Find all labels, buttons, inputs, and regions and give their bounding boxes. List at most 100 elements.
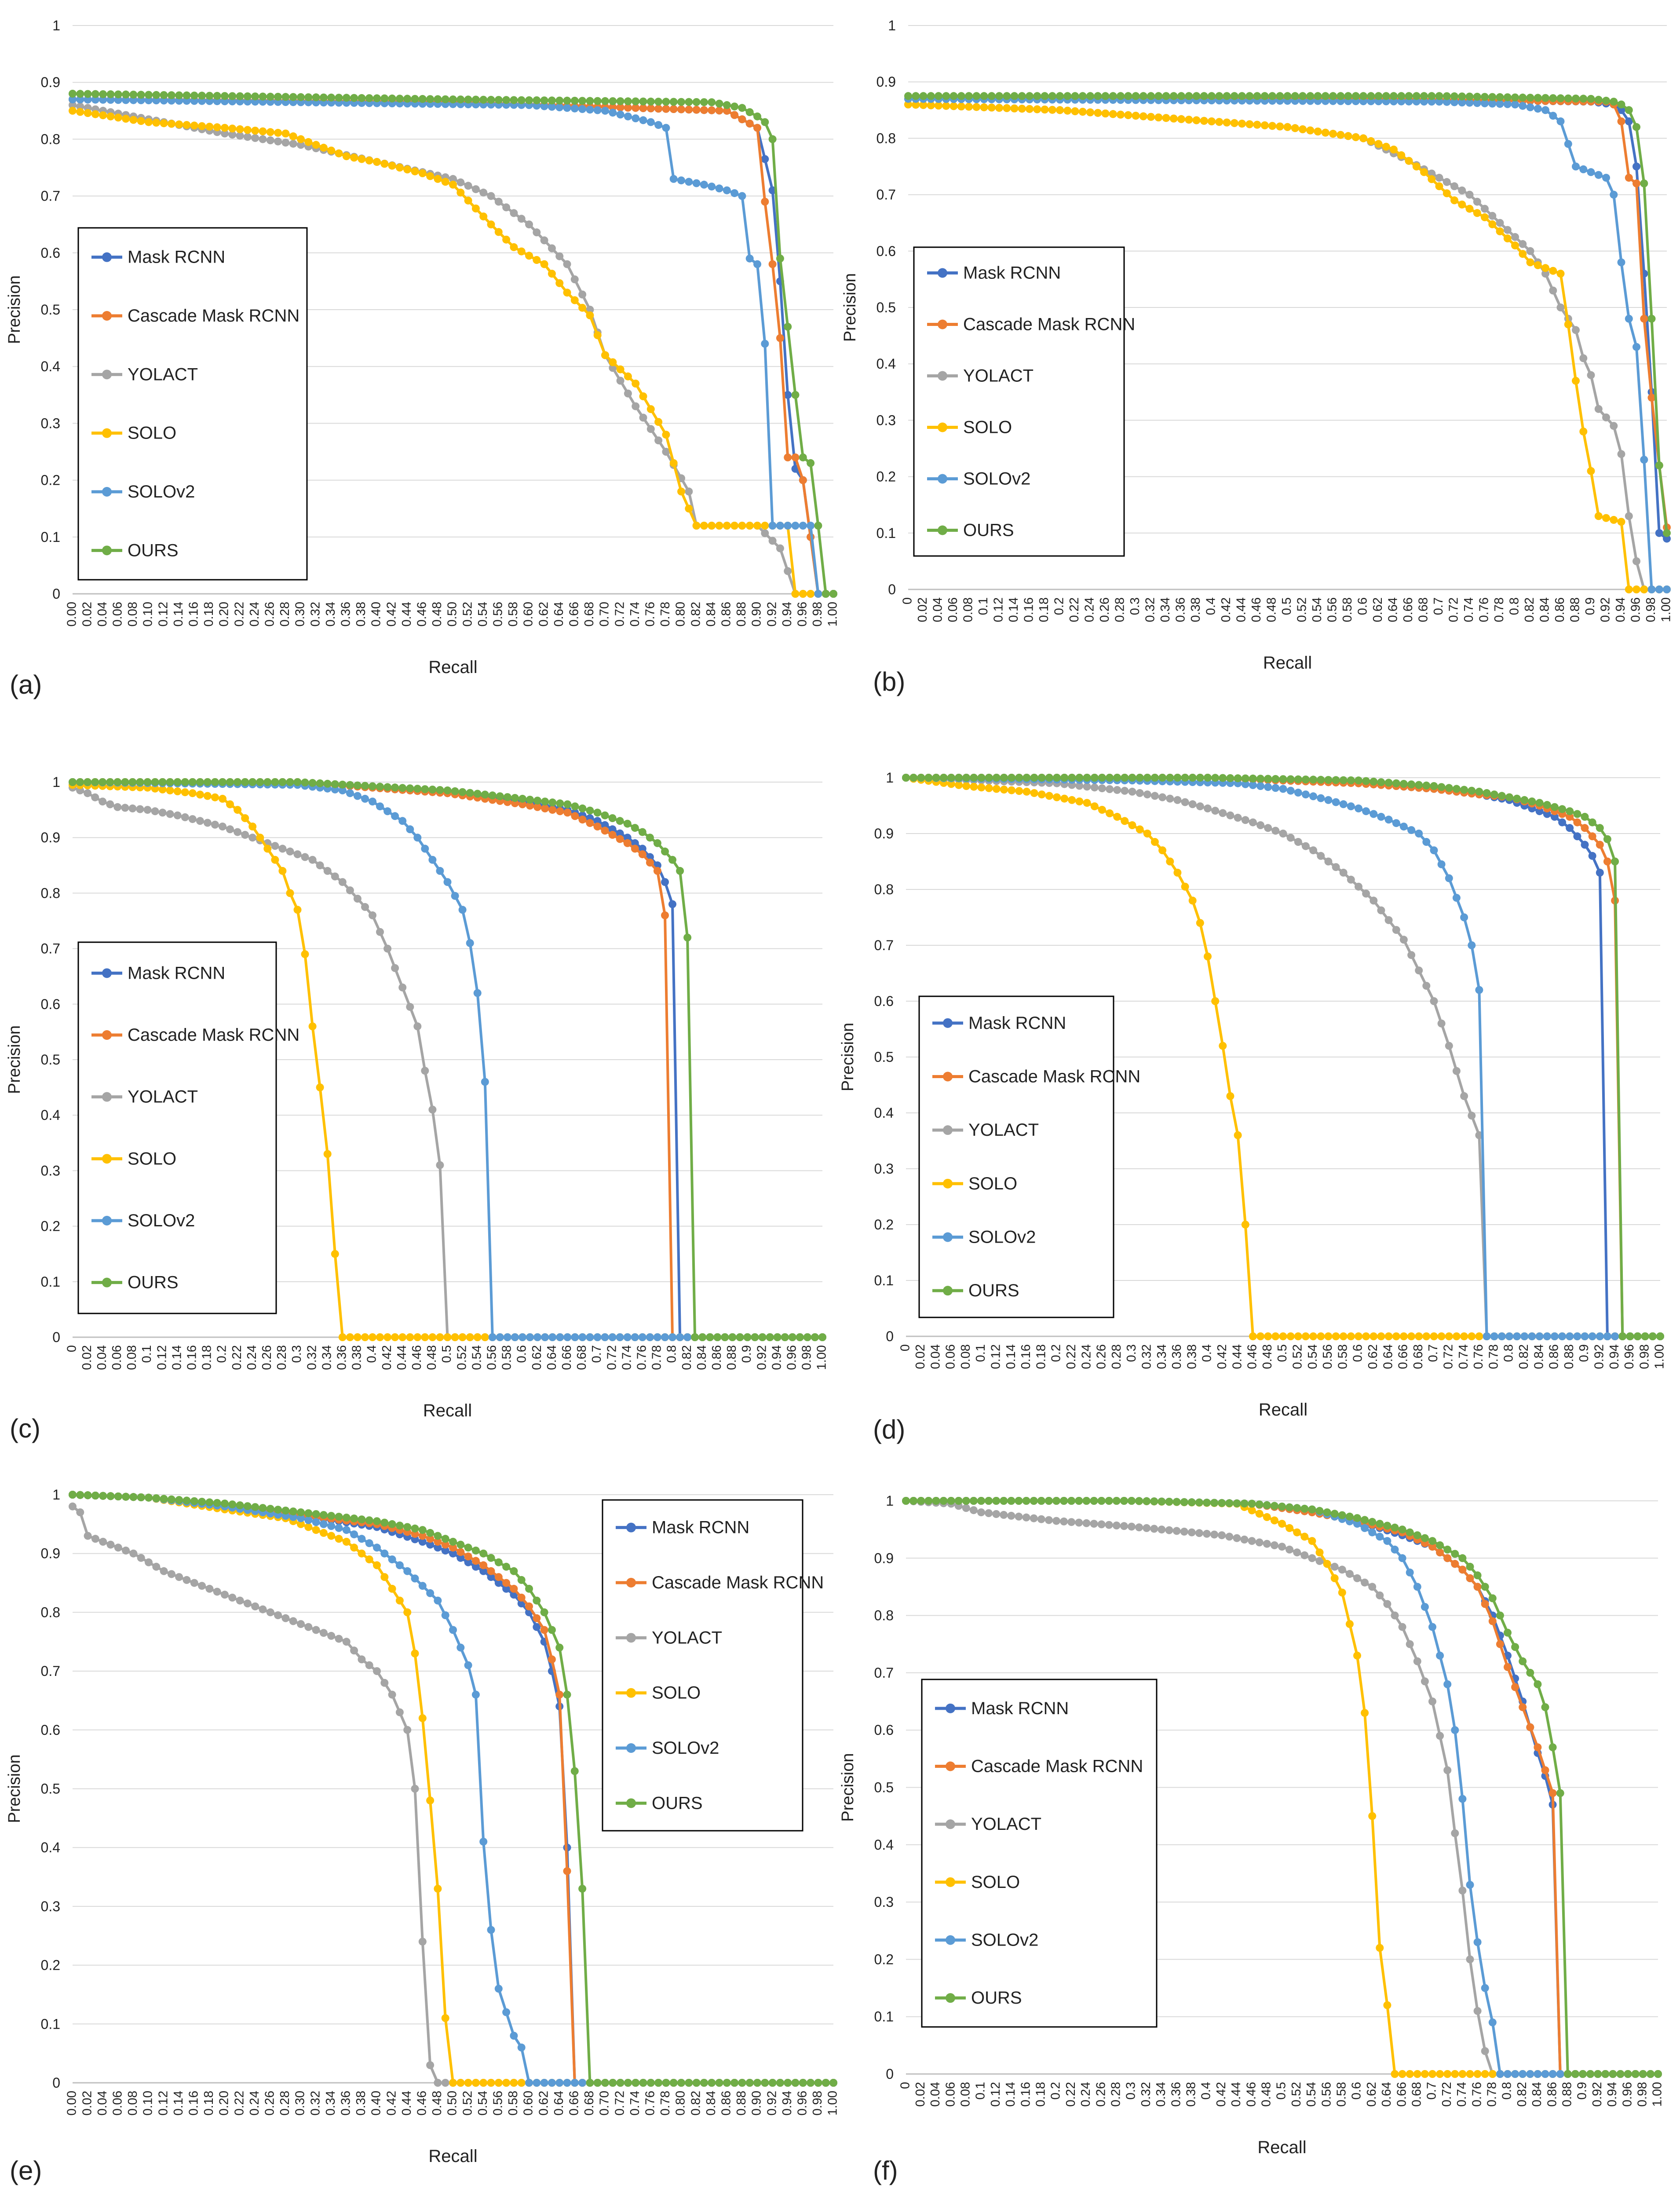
series-marker (1264, 783, 1272, 791)
series-marker (1430, 1332, 1438, 1340)
series-marker (1625, 512, 1633, 520)
series-marker (1450, 182, 1458, 190)
x-tick-label: 0.38 (350, 1345, 364, 1370)
x-tick-label: 0.06 (943, 2082, 957, 2107)
series-marker (1278, 1520, 1286, 1528)
series-marker (1121, 786, 1129, 795)
x-tick-label: 0.06 (110, 1345, 124, 1370)
series-marker (297, 135, 305, 143)
series-marker (502, 1584, 511, 1593)
series-marker (1588, 1332, 1596, 1340)
series-marker (1488, 212, 1497, 220)
series-marker (137, 1554, 145, 1562)
series-marker (426, 1535, 435, 1543)
x-tick-label: 0.58 (1336, 1344, 1350, 1369)
x-tick-label: 0.44 (395, 1345, 409, 1370)
series-marker (1473, 99, 1481, 107)
series-marker (1075, 797, 1084, 805)
series-marker (1317, 852, 1325, 860)
x-tick-label: 0.12 (989, 2082, 1003, 2107)
series-marker (418, 169, 427, 177)
series-marker (1481, 205, 1489, 213)
series-marker (1271, 827, 1280, 835)
x-tick-label: 0.40 (369, 2091, 383, 2115)
y-tick-label: 0.6 (877, 243, 896, 259)
series-marker (1633, 585, 1640, 593)
series-marker (1015, 787, 1023, 795)
series-marker (403, 1523, 412, 1531)
series-marker (421, 1067, 429, 1075)
series-marker (464, 182, 472, 190)
series-marker (84, 95, 92, 104)
series-marker (646, 97, 655, 106)
series-marker (274, 128, 282, 137)
series-marker (380, 1518, 389, 1527)
series-marker (1109, 110, 1117, 118)
series-marker (91, 110, 99, 118)
x-tick-label: 0.12 (156, 602, 170, 626)
series-marker (219, 823, 226, 830)
series-marker (1060, 794, 1069, 803)
x-tick-label: 0.14 (1004, 2082, 1018, 2107)
series-marker (1526, 1723, 1534, 1731)
legend-label: SOLO (963, 418, 1012, 437)
series-marker (593, 97, 602, 105)
series-marker (166, 810, 174, 818)
series-marker (1481, 2070, 1489, 2078)
x-tick-label: 0.14 (1004, 1344, 1018, 1369)
series-marker (919, 92, 928, 100)
series-marker (1045, 792, 1053, 800)
x-tick-label: 0 (901, 597, 915, 604)
series-marker (570, 2079, 579, 2087)
series-marker (1010, 104, 1019, 113)
series-marker (1249, 774, 1257, 783)
series-marker (912, 101, 920, 109)
x-tick-label: 0.74 (1462, 597, 1476, 622)
series-marker (1377, 778, 1385, 786)
series-marker (721, 1333, 729, 1341)
series-marker (1071, 107, 1079, 115)
series-marker (308, 779, 317, 787)
series-marker (76, 95, 84, 104)
series-marker (263, 778, 272, 786)
series-marker (1339, 868, 1348, 877)
series-marker (692, 522, 701, 530)
series-marker (350, 154, 358, 162)
series-marker (624, 97, 632, 106)
series-marker (1180, 1498, 1188, 1506)
series-marker (1610, 422, 1618, 430)
series-marker (571, 812, 579, 820)
series-marker (457, 1548, 465, 1556)
x-tick-label: 0.22 (1067, 597, 1081, 622)
x-tick-label: 0.38 (354, 602, 368, 626)
series-marker (1166, 774, 1174, 782)
series-marker (479, 188, 488, 197)
series-marker (586, 806, 594, 815)
series-marker (1610, 190, 1618, 199)
series-marker (380, 1679, 389, 1687)
series-marker (1204, 774, 1212, 782)
series-marker (114, 1492, 122, 1500)
series-marker (211, 820, 219, 829)
series-marker (335, 1513, 343, 1521)
series-marker (632, 2079, 640, 2087)
series-marker (1098, 784, 1106, 793)
series-marker (406, 825, 414, 834)
series-marker (548, 96, 556, 105)
series-marker (297, 1520, 305, 1528)
series-marker (1451, 1550, 1459, 1558)
series-marker (1332, 798, 1340, 806)
series-marker (646, 104, 655, 113)
series-marker (488, 791, 497, 800)
series-marker (669, 459, 678, 467)
series-marker (555, 252, 564, 260)
series-marker (234, 828, 242, 836)
series-marker (1355, 776, 1362, 785)
series-marker (213, 123, 221, 132)
series-marker (955, 781, 963, 789)
series-marker (784, 522, 792, 530)
series-marker (1097, 1497, 1106, 1505)
series-marker (1283, 92, 1292, 100)
series-marker (376, 802, 384, 811)
series-marker (211, 793, 219, 801)
